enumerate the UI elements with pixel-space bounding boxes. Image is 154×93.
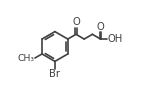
Text: CH₃: CH₃ xyxy=(18,53,35,62)
Text: O: O xyxy=(97,22,104,32)
Text: O: O xyxy=(72,17,80,27)
Text: Br: Br xyxy=(49,69,60,79)
Text: OH: OH xyxy=(108,34,123,44)
